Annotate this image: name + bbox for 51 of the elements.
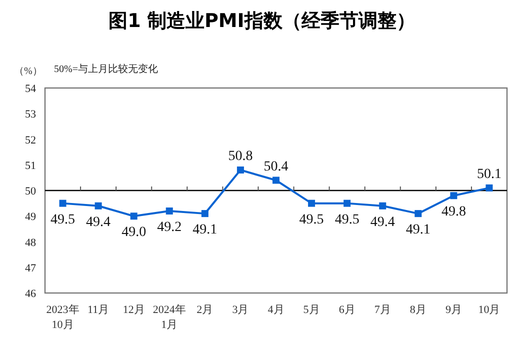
x-tick-label: 9月	[445, 304, 462, 316]
point	[236, 166, 244, 174]
data-label: 49.4	[370, 214, 395, 230]
data-label: 49.1	[192, 222, 218, 238]
y-tick-label: 52	[25, 134, 36, 146]
x-tick-label: 2024年 1月	[152, 304, 186, 331]
point	[344, 200, 351, 207]
point	[486, 184, 493, 192]
point	[379, 202, 386, 210]
point	[414, 210, 422, 218]
x-tick-label: 7月	[374, 304, 391, 316]
data-label: 49.2	[157, 220, 182, 235]
data-label: 50.8	[228, 149, 253, 164]
x-tick-label: 12月	[122, 304, 145, 316]
point	[166, 208, 173, 214]
data-label: 49.5	[50, 212, 76, 228]
data-label: 50.1	[476, 166, 502, 182]
y-tick-label: 47	[25, 262, 36, 274]
data-label: 49.0	[122, 225, 146, 240]
data-label: 49.8	[441, 204, 466, 220]
data-label: 49.4	[86, 214, 111, 230]
text: 50%=与上月比较无变化	[54, 63, 158, 75]
x-tick-label: 10月	[478, 304, 500, 316]
y-tick-label: 46	[25, 288, 36, 300]
y-tick-label: 48	[25, 236, 36, 249]
point	[308, 200, 316, 207]
data-label: 50.4	[264, 159, 288, 174]
point	[59, 200, 66, 207]
point	[130, 212, 138, 220]
x-tick-label: 6月	[338, 304, 356, 316]
y-tick-label: 54	[25, 83, 36, 95]
y-tick-label: 49	[25, 211, 36, 224]
x-tick-label: 3月	[232, 304, 249, 316]
y-axis-title: （%）	[14, 66, 42, 77]
x-tick-label: 11月	[88, 304, 110, 316]
data-label: 49.5	[299, 212, 324, 228]
point	[272, 176, 280, 184]
x-tick-label: 2月	[196, 304, 214, 316]
x-tick-label: 2023年 10月	[46, 304, 80, 331]
y-tick-label: 51	[25, 160, 36, 172]
y-tick-label: 53	[25, 108, 36, 121]
chart-title: 图1 制造业PMI指数（经季节调整）	[108, 10, 416, 32]
x-tick-label: 4月	[268, 304, 284, 316]
data-label: 49.5	[334, 212, 360, 228]
x-tick-label: 5月	[303, 304, 320, 316]
point	[201, 210, 208, 218]
point	[94, 202, 102, 210]
data-label: 49.1	[406, 222, 430, 238]
x-tick-label: 8月	[410, 304, 426, 316]
y-tick-label: 50	[25, 186, 36, 198]
point	[450, 192, 458, 200]
